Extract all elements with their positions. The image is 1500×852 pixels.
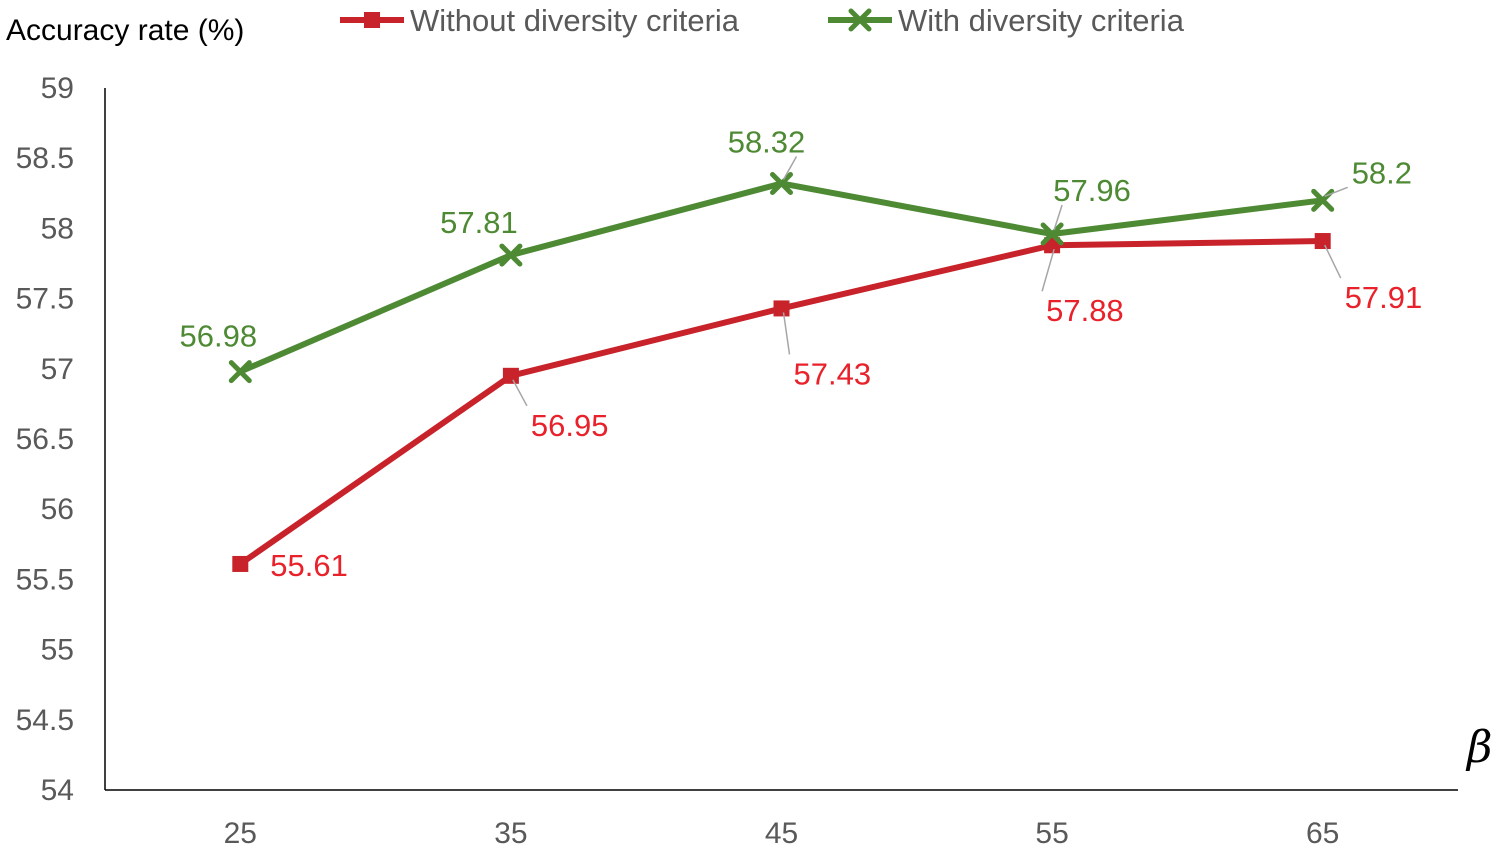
y-axis-label: Accuracy rate (%) bbox=[6, 14, 244, 47]
legend-label: Without diversity criteria bbox=[410, 3, 740, 38]
data-point-marker bbox=[1314, 233, 1331, 250]
data-label: 57.81 bbox=[440, 205, 518, 240]
data-point-marker bbox=[1040, 222, 1064, 246]
legend-item-0: Without diversity criteria bbox=[340, 3, 740, 38]
legend-label: With diversity criteria bbox=[898, 3, 1185, 38]
data-label-leader-line bbox=[1324, 244, 1342, 279]
data-label: 55.61 bbox=[270, 548, 348, 583]
data-label-leader-line bbox=[512, 379, 528, 407]
y-tick-label: 58.5 bbox=[16, 142, 74, 175]
data-label-leader-line bbox=[1041, 249, 1055, 292]
y-tick-label: 55 bbox=[41, 634, 74, 667]
y-tick-label: 58 bbox=[41, 212, 74, 245]
data-label-leader-line bbox=[782, 156, 798, 180]
legend: Without diversity criteria With diversity… bbox=[340, 3, 1185, 38]
x-axis-label: β bbox=[1465, 722, 1492, 773]
y-tick-label: 54.5 bbox=[16, 704, 74, 737]
y-tick-label: 56.5 bbox=[16, 423, 74, 456]
x-tick-label: 65 bbox=[1306, 817, 1339, 850]
data-point-marker bbox=[499, 243, 523, 267]
data-label-leader-line bbox=[782, 312, 791, 355]
data-point-marker bbox=[232, 555, 249, 572]
data-point-marker bbox=[228, 360, 252, 384]
data-label: 57.88 bbox=[1046, 293, 1124, 328]
y-tick-label: 56 bbox=[41, 493, 74, 526]
y-tick-label: 57 bbox=[41, 353, 74, 386]
data-point-marker bbox=[773, 300, 790, 317]
data-label: 57.91 bbox=[1345, 280, 1423, 315]
x-tick-label: 35 bbox=[494, 817, 527, 850]
y-tick-label: 54 bbox=[41, 774, 74, 807]
data-label: 56.95 bbox=[531, 408, 609, 443]
data-point-marker bbox=[770, 171, 793, 195]
series-line bbox=[239, 180, 1324, 375]
data-point-marker bbox=[502, 367, 519, 384]
data-label-leader-line bbox=[1324, 186, 1348, 198]
data-label-leader-line bbox=[1053, 204, 1063, 231]
x-tick-label: 55 bbox=[1035, 817, 1068, 850]
series-line bbox=[238, 238, 1323, 567]
series-0: 55.61 56.95 57.43 57.88 57.91 bbox=[232, 233, 1422, 583]
data-label: 58.32 bbox=[728, 124, 806, 159]
y-tick-label: 59 bbox=[41, 72, 74, 105]
data-label: 57.43 bbox=[794, 356, 872, 391]
series-1: 56.98 57.81 58.32 57.96 58.2 bbox=[180, 124, 1412, 384]
series-layer: 55.61 56.95 57.43 57.88 57.91 56.98 57.81 58.32… bbox=[180, 124, 1423, 582]
y-tick-label: 57.5 bbox=[16, 283, 74, 316]
x-tick-label: 25 bbox=[224, 817, 257, 850]
data-label: 57.96 bbox=[1053, 173, 1131, 208]
x-tick-label: 45 bbox=[765, 817, 798, 850]
axes: 54 54.5 55 55.5 56 56.5 57 57.5 58 58.5 59 25 35 45 55… bbox=[16, 72, 1458, 850]
data-label: 56.98 bbox=[180, 319, 258, 354]
legend-item-1: With diversity criteria bbox=[828, 3, 1185, 38]
legend-marker bbox=[364, 12, 380, 28]
legend-marker bbox=[848, 8, 872, 32]
data-label: 58.2 bbox=[1352, 155, 1412, 190]
y-tick-label: 55.5 bbox=[16, 563, 74, 596]
